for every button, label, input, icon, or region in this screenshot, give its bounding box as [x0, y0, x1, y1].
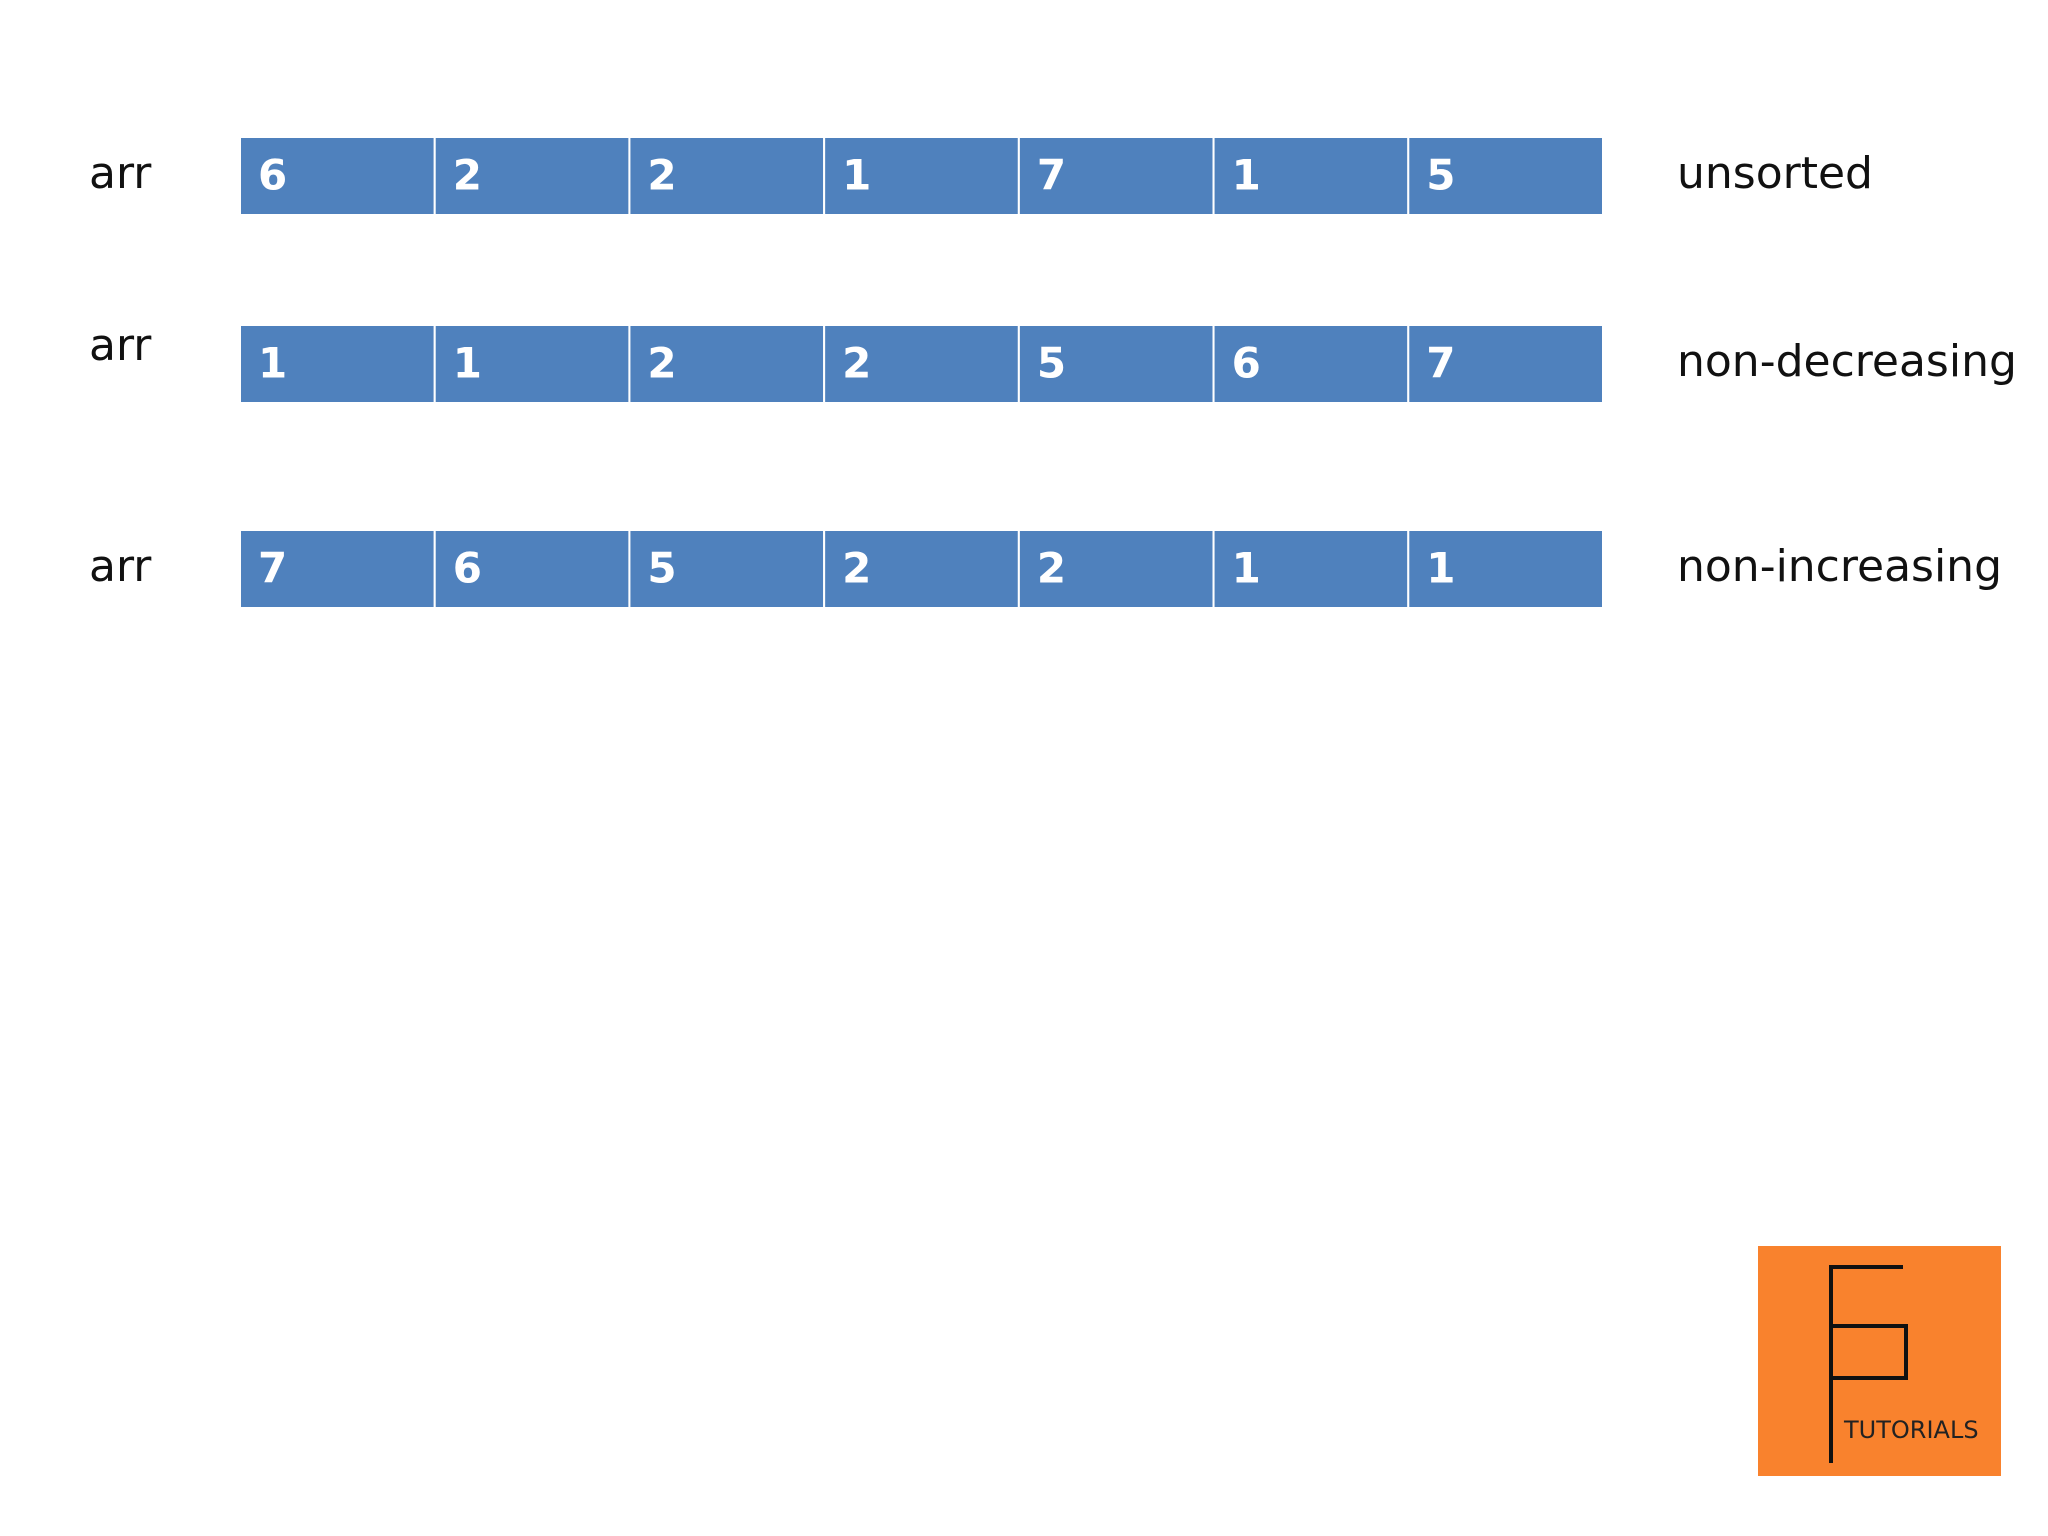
array-cell	[1407, 529, 1605, 609]
cell-value: 7	[1037, 151, 1066, 200]
cell-value: 1	[1426, 544, 1455, 593]
cell-value: 1	[842, 151, 871, 200]
array-cell	[1407, 136, 1605, 216]
array-cell	[433, 136, 631, 216]
cell-value: 2	[842, 544, 871, 593]
row-caption: non-decreasing	[1677, 336, 2017, 387]
cell-value: 6	[1232, 339, 1261, 388]
cell-value: 7	[258, 544, 287, 593]
cell-value: 7	[1426, 339, 1455, 388]
array-cell	[628, 136, 826, 216]
cell-value: 2	[647, 339, 676, 388]
row-label: arr	[89, 320, 152, 371]
cell-value: 2	[453, 151, 482, 200]
row-caption: unsorted	[1677, 148, 1873, 199]
array-cell	[433, 324, 631, 404]
cell-value: 6	[258, 151, 287, 200]
cell-value: 6	[453, 544, 482, 593]
array-cell	[823, 529, 1020, 609]
array-cell	[1017, 529, 1215, 609]
cell-value: 2	[1037, 544, 1066, 593]
array-cell	[239, 136, 436, 216]
cell-value: 1	[1232, 151, 1261, 200]
logo: TUTORIALS	[1758, 1246, 2001, 1476]
array-cell	[1212, 324, 1410, 404]
cell-value: 5	[1037, 339, 1066, 388]
cell-value: 1	[1232, 544, 1261, 593]
logo-glyph	[1829, 1265, 1908, 1463]
array-cell	[1212, 136, 1410, 216]
array-cell	[1017, 136, 1215, 216]
array-cell	[628, 529, 826, 609]
array-cell	[1212, 529, 1410, 609]
cell-value: 1	[258, 339, 287, 388]
array-cell	[823, 324, 1020, 404]
logo-text: TUTORIALS	[1843, 1416, 1979, 1444]
cell-value: 2	[842, 339, 871, 388]
array-cell	[433, 529, 631, 609]
array-cell	[239, 529, 436, 609]
row-label: arr	[89, 148, 152, 199]
logo-box	[1758, 1246, 2001, 1476]
array-cell	[1407, 324, 1605, 404]
cell-value: 5	[647, 544, 676, 593]
cell-value: 1	[453, 339, 482, 388]
row-caption: non-increasing	[1677, 541, 2002, 592]
cell-value: 5	[1426, 151, 1455, 200]
row-label: arr	[89, 541, 152, 592]
cell-value: 2	[647, 151, 676, 200]
